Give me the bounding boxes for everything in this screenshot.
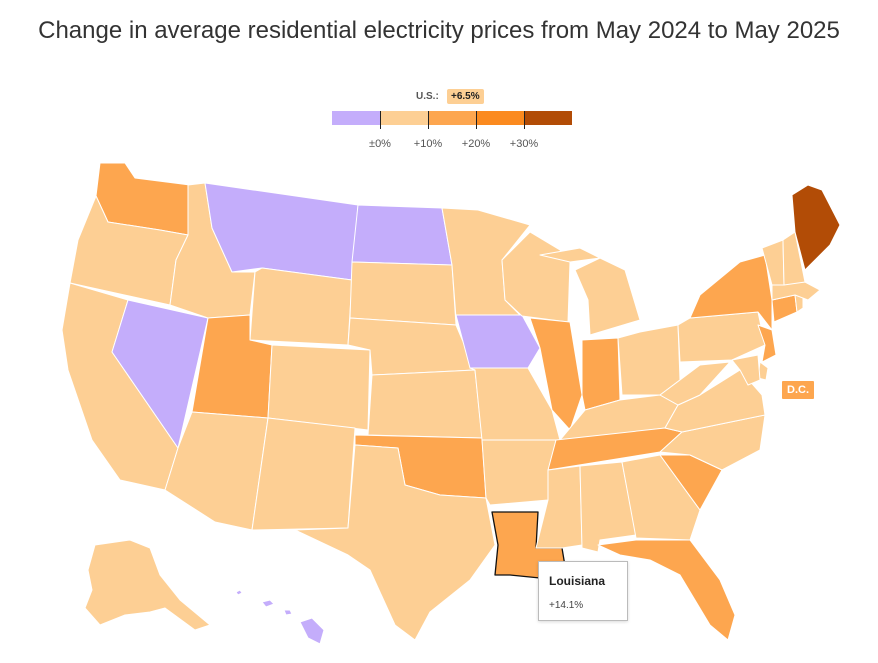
state-arkansas[interactable] (481, 439, 557, 506)
state-hawaii[interactable] (235, 589, 325, 645)
state-alaska[interactable] (84, 539, 211, 631)
state-indiana[interactable] (581, 337, 621, 411)
state-florida[interactable] (597, 539, 736, 641)
state-wyoming[interactable] (249, 267, 353, 346)
state-tooltip: Louisiana +14.1% (538, 561, 628, 621)
map-title: Change in average residential electricit… (38, 17, 840, 44)
legend-tick-label-0: ±0% (369, 138, 391, 150)
state-new-jersey[interactable] (757, 324, 777, 363)
state-georgia[interactable] (621, 454, 701, 541)
state-iowa[interactable] (455, 314, 541, 369)
state-ohio[interactable] (617, 324, 681, 396)
legend-tick-10 (428, 111, 429, 129)
state-kansas[interactable] (367, 369, 483, 439)
state-maryland[interactable] (731, 354, 761, 386)
state-new-mexico[interactable] (251, 417, 356, 531)
dc-label[interactable]: D.C. (782, 381, 814, 399)
state-texas[interactable] (294, 444, 496, 641)
legend-bin-20-30 (476, 111, 524, 125)
legend-bin-30-plus (524, 111, 572, 125)
state-new-hampshire[interactable] (782, 231, 806, 286)
us-label: U.S.: (416, 91, 439, 102)
state-colorado[interactable] (267, 344, 371, 431)
legend-bin-10-20 (428, 111, 476, 125)
legend-tick-label-10: +10% (413, 138, 443, 150)
state-michigan[interactable] (539, 247, 641, 336)
legend-bin-decrease (332, 111, 380, 125)
legend-tick-0 (380, 111, 381, 129)
legend-tick-label-20: +20% (461, 138, 491, 150)
legend-tick-20 (476, 111, 477, 129)
legend-tick-30 (524, 111, 525, 129)
legend-tick-label-30: +30% (509, 138, 539, 150)
tooltip-value: +14.1% (549, 600, 584, 611)
color-legend: U.S.: +6.5% ±0% +10% +20% +30% (330, 88, 575, 158)
state-west-virginia[interactable] (659, 361, 731, 406)
state-maine[interactable] (791, 184, 841, 271)
us-value-badge: +6.5% (447, 89, 484, 104)
state-pennsylvania[interactable] (677, 311, 766, 363)
legend-bin-0-10 (380, 111, 428, 125)
tooltip-state-name: Louisiana (549, 574, 606, 588)
state-new-york[interactable] (689, 254, 773, 331)
state-south-dakota[interactable] (349, 261, 457, 326)
state-north-dakota[interactable] (351, 204, 453, 266)
